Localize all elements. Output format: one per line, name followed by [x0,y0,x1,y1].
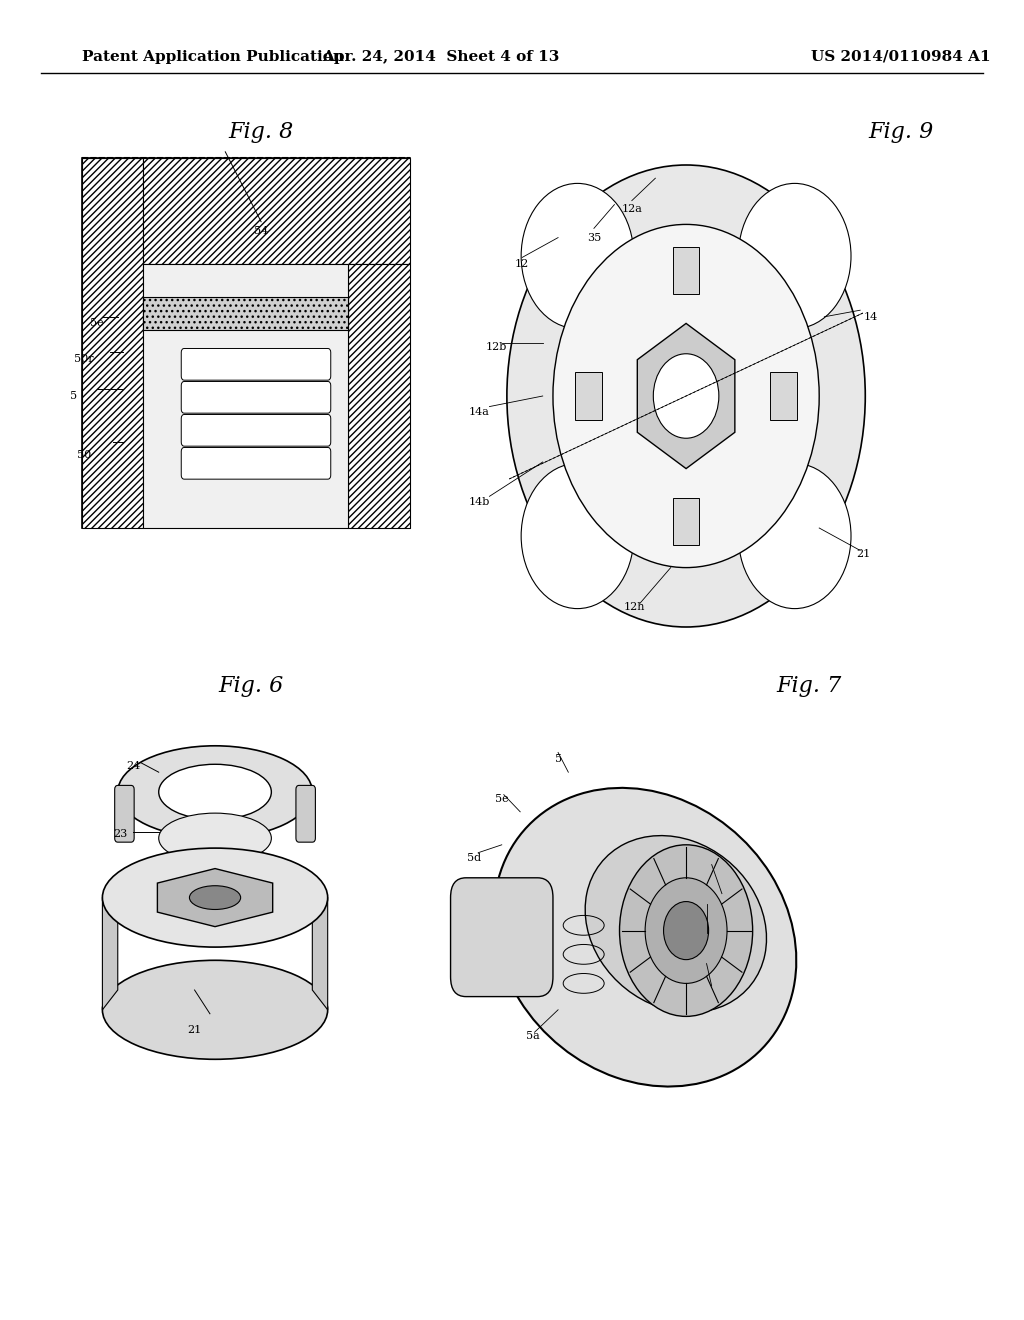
Polygon shape [102,878,118,1010]
Text: 24: 24 [126,760,140,771]
Bar [348,264,410,528]
Circle shape [521,463,634,609]
Circle shape [521,183,634,329]
Text: 5e: 5e [90,318,104,329]
Circle shape [507,165,865,627]
Bar [143,264,348,528]
Ellipse shape [118,746,312,838]
Text: 12b: 12b [486,342,507,352]
Ellipse shape [102,961,328,1059]
Text: Fig. 9: Fig. 9 [868,121,934,143]
Text: 50: 50 [77,450,91,461]
Text: 5: 5 [555,754,561,764]
Text: 50b: 50b [701,932,722,942]
Text: 50: 50 [710,985,724,995]
Text: 14a: 14a [469,407,489,417]
Circle shape [620,845,753,1016]
Ellipse shape [585,836,767,1012]
Ellipse shape [159,764,271,820]
Ellipse shape [494,788,797,1086]
Text: 23: 23 [114,829,128,840]
FancyBboxPatch shape [770,372,797,420]
Text: Patent Application Publication: Patent Application Publication [82,50,344,63]
Circle shape [553,224,819,568]
Polygon shape [158,869,272,927]
Text: 5d: 5d [467,853,481,863]
Bar [82,158,410,528]
Text: 5e: 5e [495,793,509,804]
Text: 12h: 12h [625,602,645,612]
Text: 21: 21 [856,549,870,560]
FancyBboxPatch shape [115,785,134,842]
Text: Fig. 8: Fig. 8 [228,121,294,143]
Text: 14b: 14b [469,496,489,507]
FancyBboxPatch shape [181,414,331,446]
FancyBboxPatch shape [181,381,331,413]
Circle shape [738,183,851,329]
Text: Fig. 6: Fig. 6 [218,676,284,697]
Text: 50c: 50c [717,892,737,903]
Text: 50r: 50r [74,354,94,364]
Text: 35: 35 [587,232,601,243]
Text: 12a: 12a [622,203,642,214]
Text: Fig. 7: Fig. 7 [776,676,842,697]
FancyBboxPatch shape [181,447,331,479]
Text: 54: 54 [254,226,268,236]
Text: US 2014/0110984 A1: US 2014/0110984 A1 [811,50,991,63]
Circle shape [738,463,851,609]
Polygon shape [637,323,735,469]
Bar [143,158,410,264]
Text: Apr. 24, 2014  Sheet 4 of 13: Apr. 24, 2014 Sheet 4 of 13 [322,50,559,63]
Text: 5: 5 [71,391,77,401]
FancyBboxPatch shape [451,878,553,997]
Text: 21: 21 [187,1024,202,1035]
Circle shape [664,902,709,960]
Bar [82,158,143,528]
Ellipse shape [102,847,328,948]
FancyBboxPatch shape [181,348,331,380]
FancyBboxPatch shape [673,498,699,545]
Ellipse shape [159,813,271,863]
FancyBboxPatch shape [673,247,699,294]
Circle shape [645,878,727,983]
FancyBboxPatch shape [575,372,602,420]
Polygon shape [312,878,328,1010]
Bar [143,297,348,330]
Circle shape [653,354,719,438]
Text: 5a: 5a [525,1031,540,1041]
FancyBboxPatch shape [296,785,315,842]
Text: 14: 14 [863,312,878,322]
Ellipse shape [189,886,241,909]
Text: 12: 12 [515,259,529,269]
